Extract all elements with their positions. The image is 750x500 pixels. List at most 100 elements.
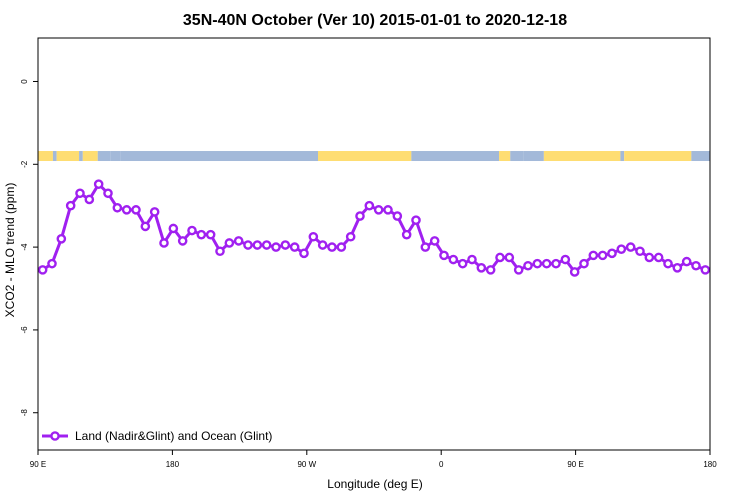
- data-point: [644, 252, 655, 263]
- x-tick-label: 90 W: [297, 460, 316, 469]
- data-point: [289, 242, 300, 252]
- y-tick-label: -8: [20, 409, 29, 417]
- data-point: [215, 246, 225, 257]
- data-point: [168, 223, 179, 234]
- series-markers: [37, 179, 711, 277]
- data-point: [345, 231, 356, 242]
- data-point: [56, 234, 67, 244]
- surface-strip-ocean-segment: [110, 151, 121, 162]
- surface-strip-ocean-segment: [411, 151, 430, 162]
- data-point: [327, 242, 337, 252]
- x-axis-label: Longitude (deg E): [327, 477, 422, 491]
- data-point: [47, 258, 57, 269]
- data-point: [317, 240, 328, 250]
- plot-frame: [37, 37, 711, 451]
- surface-strip-land-segment: [318, 151, 412, 162]
- data-point: [532, 258, 543, 269]
- data-point: [560, 254, 571, 265]
- data-point: [187, 225, 197, 236]
- data-point: [448, 254, 459, 265]
- data-point: [663, 258, 673, 269]
- surface-strip-land-segment: [82, 151, 98, 162]
- surface-strip: [38, 151, 710, 162]
- data-point: [37, 265, 48, 275]
- data-point: [103, 188, 113, 199]
- x-tick-label: 0: [439, 460, 444, 469]
- data-point: [588, 250, 599, 261]
- data-point: [681, 256, 692, 267]
- data-point: [93, 179, 104, 189]
- data-point: [299, 248, 309, 259]
- legend: Land (Nadir&Glint) and Ocean (Glint): [42, 429, 272, 443]
- data-point: [261, 240, 272, 250]
- data-point: [121, 205, 132, 215]
- data-point: [411, 215, 421, 225]
- data-point: [569, 267, 580, 277]
- data-point: [607, 248, 617, 259]
- data-point: [700, 265, 711, 275]
- data-point: [551, 258, 561, 269]
- surface-strip-land-segment: [56, 151, 80, 162]
- surface-strip-ocean-segment: [120, 151, 318, 162]
- x-tick-label: 90 E: [30, 460, 46, 469]
- x-tick-label: 180: [703, 460, 717, 469]
- data-point: [196, 229, 207, 240]
- data-point: [233, 236, 244, 246]
- data-point: [84, 194, 95, 205]
- x-axis: 90 E 180 90 W 0 90 E 180: [30, 450, 717, 469]
- data-point: [467, 254, 477, 265]
- chart-title: 35N-40N October (Ver 10) 2015-01-01 to 2…: [183, 12, 567, 29]
- surface-strip-ocean-segment: [52, 151, 57, 162]
- data-point: [672, 263, 683, 273]
- data-point: [691, 260, 701, 271]
- data-point: [401, 229, 412, 240]
- x-tick-label: 90 E: [567, 460, 583, 469]
- data-point: [243, 240, 253, 250]
- surface-strip-ocean-segment: [97, 151, 111, 162]
- data-point: [112, 202, 123, 213]
- data-point: [336, 242, 347, 252]
- data-point: [205, 229, 216, 240]
- y-axis: 0 -2 -4 -6 -8: [20, 79, 38, 417]
- data-point: [383, 205, 393, 215]
- data-point: [476, 263, 487, 273]
- data-point: [65, 200, 76, 211]
- y-tick-label: -4: [20, 243, 29, 251]
- data-point: [439, 250, 449, 261]
- y-axis-label: XCO2 - MLO trend (ppm): [3, 183, 17, 318]
- data-point: [429, 236, 440, 246]
- surface-strip-ocean-segment: [523, 151, 544, 162]
- data-point: [457, 258, 468, 269]
- data-point: [75, 188, 85, 199]
- y-tick-label: -6: [20, 326, 29, 334]
- y-tick-label: -2: [20, 160, 29, 168]
- data-point: [373, 205, 384, 215]
- data-point: [252, 240, 263, 250]
- data-point: [504, 252, 515, 263]
- y-tick-label: 0: [20, 79, 29, 84]
- data-point: [271, 242, 281, 252]
- x-tick-label: 180: [166, 460, 180, 469]
- surface-strip-ocean-segment: [691, 151, 710, 162]
- data-point: [541, 258, 552, 269]
- surface-strip-ocean-segment: [79, 151, 83, 162]
- data-point: [364, 200, 375, 211]
- surface-strip-land-segment: [499, 151, 511, 162]
- surface-strip-ocean-segment: [510, 151, 524, 162]
- legend-marker-swatch: [50, 431, 60, 441]
- data-point: [625, 242, 636, 252]
- data-point: [224, 238, 235, 248]
- data-point: [131, 205, 141, 215]
- data-point: [495, 252, 505, 263]
- data-point: [653, 252, 664, 263]
- data-point: [140, 221, 151, 232]
- surface-strip-ocean-segment: [620, 151, 625, 162]
- surface-strip-land-segment: [38, 151, 53, 162]
- data-point: [149, 207, 160, 217]
- data-point: [308, 231, 319, 242]
- data-point: [523, 260, 533, 271]
- data-point: [392, 211, 403, 221]
- surface-strip-land-segment: [624, 151, 692, 162]
- data-point: [616, 244, 627, 254]
